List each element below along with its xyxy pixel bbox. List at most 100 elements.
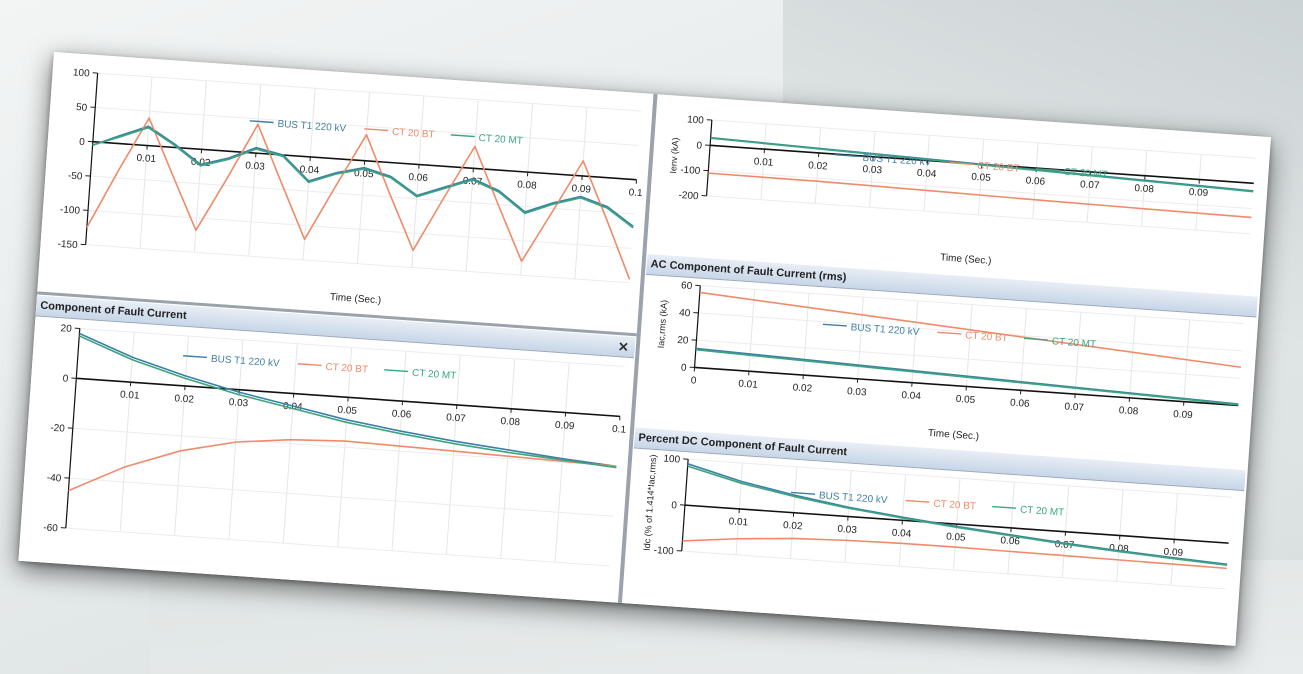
y-axis-label: Iac,rms (kA) bbox=[656, 300, 669, 349]
x-tick-label: 0.06 bbox=[1010, 398, 1031, 410]
series-line-3 bbox=[92, 126, 634, 229]
grid-line bbox=[1074, 312, 1082, 395]
legend-swatch bbox=[1023, 337, 1048, 341]
x-axis-label: Time (Sec.) bbox=[330, 292, 382, 307]
plot-window: 100 50 0 -50 -100 -150 0.01 0.02 0.03 0.04 0.05 0.0… bbox=[18, 52, 1272, 646]
x-tick-label: 0.1 bbox=[612, 424, 627, 436]
panel-middle-right: AC Component of Fault Current (rms) 60 40… bbox=[635, 253, 1258, 467]
close-icon[interactable]: ✕ bbox=[617, 339, 630, 355]
chart-middle-right: 60 40 20 00 0.01 0.02 0.03 0.04 0.05 0.06 0.07 0.08… bbox=[656, 280, 1244, 443]
x-axis bbox=[684, 504, 1229, 544]
y-tick-label: 0 bbox=[696, 140, 703, 151]
x-tick-label: 0.02 bbox=[174, 393, 195, 405]
grid-line bbox=[90, 175, 635, 215]
y-tick-label: -100 bbox=[680, 165, 701, 177]
legend-label: CT 20 BT bbox=[325, 362, 368, 376]
y-tick-label: 100 bbox=[73, 67, 91, 79]
x-tick-label: 0.05 bbox=[955, 394, 976, 406]
x-tick-label: 0.08 bbox=[500, 416, 521, 428]
legend-label: BUS T1 220 kV bbox=[850, 322, 920, 338]
grid-line bbox=[411, 95, 425, 268]
grid-line bbox=[72, 427, 617, 467]
panel-top-right: 100 0 -100 -200 0.01 0.02 0.03 0.04 0.05 0.06 0.07… bbox=[647, 100, 1269, 293]
grid-line bbox=[302, 88, 316, 260]
x-tick-label: 0.04 bbox=[299, 164, 320, 176]
grid-line bbox=[95, 106, 639, 146]
legend-label: BUS T1 220 kV bbox=[277, 119, 347, 135]
y-axis bbox=[65, 328, 81, 529]
grid-line bbox=[700, 285, 1244, 325]
series-line-2 bbox=[708, 172, 1252, 219]
grid-line bbox=[923, 135, 930, 212]
grid-line bbox=[65, 527, 610, 567]
legend-swatch bbox=[949, 162, 974, 166]
legend-swatch bbox=[1035, 168, 1060, 172]
x-tick-label: 0.06 bbox=[391, 408, 412, 420]
series-line-2 bbox=[682, 537, 1227, 570]
y-tick-label: 40 bbox=[679, 308, 691, 320]
grid-line bbox=[681, 550, 1226, 590]
grid-line bbox=[1195, 154, 1202, 231]
series-line-1 bbox=[92, 125, 634, 228]
x-tick-label: 0.06 bbox=[1025, 175, 1046, 187]
grid-line bbox=[1128, 316, 1136, 398]
series-line-1 bbox=[79, 332, 617, 468]
legend-label: CT 20 MT bbox=[1051, 336, 1096, 350]
legend-swatch bbox=[822, 323, 847, 327]
grid-line bbox=[465, 99, 479, 272]
x-tick-label: 0.01 bbox=[728, 516, 749, 528]
x-tick-label: 0.03 bbox=[847, 386, 868, 398]
legend-label: CT 20 BT bbox=[392, 127, 435, 141]
y-tick-label: 0 bbox=[62, 373, 69, 384]
x-tick-label: 0.01 bbox=[120, 389, 141, 401]
y-axis bbox=[705, 120, 713, 196]
grid-line bbox=[869, 131, 876, 208]
x-tick-label: 0.01 bbox=[753, 156, 774, 168]
legend-label: CT 20 MT bbox=[412, 368, 457, 382]
legend-swatch bbox=[364, 128, 389, 132]
legend-swatch bbox=[384, 369, 409, 373]
legend-label: CT 20 BT bbox=[933, 498, 976, 512]
panel-top-left: 100 50 0 -50 -100 -150 0.01 0.02 0.03 0.04 0.05 0.0… bbox=[37, 52, 653, 334]
x-tick-label: 0.07 bbox=[1080, 179, 1101, 191]
grid-line bbox=[706, 195, 1251, 235]
panel-bottom-right: Percent DC Component of Fault Current 10… bbox=[622, 427, 1246, 646]
y-tick-label: 60 bbox=[681, 280, 693, 292]
legend-swatch bbox=[937, 331, 962, 335]
grid-line bbox=[85, 244, 630, 284]
panel-bottom-left: Component of Fault Current ✕ 20 0 -20 -40 -6… bbox=[18, 295, 636, 603]
x-tick-label: 0.01 bbox=[738, 379, 759, 391]
legend-label: CT 20 MT bbox=[1020, 505, 1065, 519]
x-tick-label: 0.02 bbox=[783, 520, 804, 532]
y-axis-label: Idc (% of 1.414*Iac,rms) bbox=[642, 454, 659, 551]
y-tick-label: 100 bbox=[687, 114, 705, 126]
series-line-3 bbox=[687, 465, 1228, 566]
x-tick-label: 0.09 bbox=[1188, 187, 1209, 199]
y-tick-label: -50 bbox=[68, 170, 84, 182]
x-axis-label: Time (Sec.) bbox=[927, 428, 979, 443]
series-line-3 bbox=[695, 348, 1239, 406]
x-tick-label: 0.04 bbox=[891, 528, 912, 540]
x-tick-label: 0.1 bbox=[628, 187, 643, 199]
legend-label: BUS T1 220 kV bbox=[862, 153, 932, 169]
y-axis bbox=[693, 285, 701, 368]
grid-line bbox=[97, 72, 642, 112]
grid-line bbox=[1020, 308, 1027, 391]
x-tick-label: 0.02 bbox=[792, 382, 813, 394]
y-tick-label: -40 bbox=[46, 473, 62, 485]
x-tick-label: 0.08 bbox=[1134, 183, 1155, 195]
grid-line bbox=[698, 312, 1243, 352]
x-tick-label: 0.09 bbox=[555, 420, 576, 432]
legend-swatch bbox=[834, 154, 859, 158]
x-tick-label: 0.07 bbox=[1064, 401, 1085, 413]
grid-line bbox=[688, 458, 1232, 498]
x-tick-label: 0.09 bbox=[1163, 547, 1184, 559]
series-line-1 bbox=[687, 463, 1228, 566]
x-tick-label: 0 bbox=[690, 375, 697, 386]
grid-line bbox=[1140, 150, 1148, 227]
grid-line bbox=[911, 300, 919, 383]
y-tick-label: 100 bbox=[663, 454, 681, 466]
legend-label: CT 20 BT bbox=[965, 330, 1008, 344]
x-tick-label: 0.03 bbox=[245, 160, 266, 172]
